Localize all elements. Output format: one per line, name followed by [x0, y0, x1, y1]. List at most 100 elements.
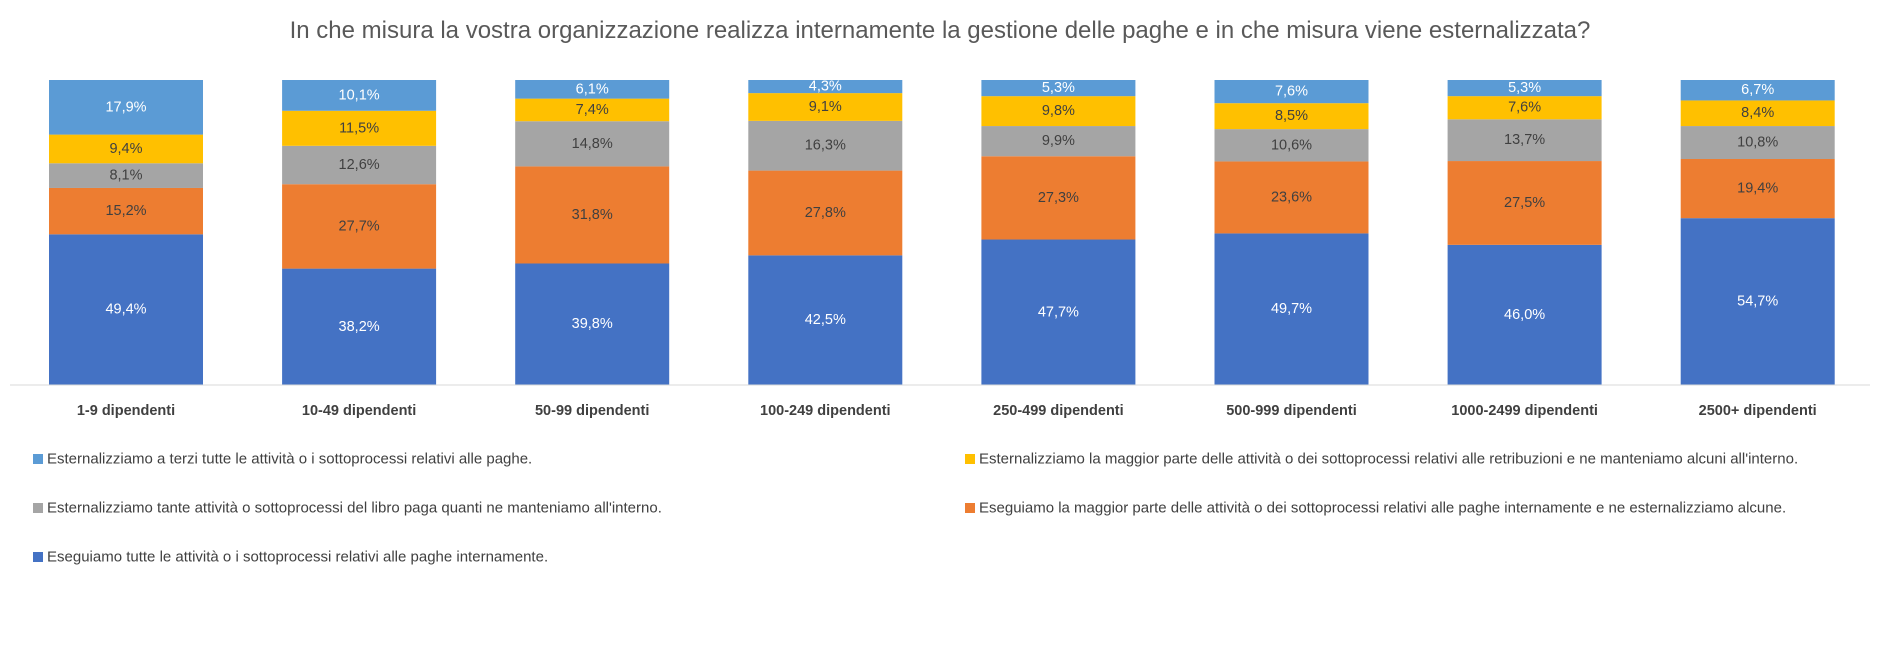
- bar-segment: [1447, 161, 1602, 245]
- bar-segment: [1214, 161, 1369, 234]
- legend-swatch: [965, 454, 975, 464]
- bar-segment: [1680, 100, 1835, 127]
- bar-segment: [981, 126, 1136, 157]
- data-label: 11,5%: [339, 120, 379, 136]
- legend-swatch: [33, 503, 43, 513]
- data-label: 27,5%: [1504, 195, 1545, 211]
- data-label: 15,2%: [105, 203, 146, 219]
- data-label: 39,8%: [572, 316, 613, 332]
- bar-segment: [515, 166, 670, 264]
- bar-segment: [49, 163, 203, 188]
- legend-item: Esternalizziamo la maggior parte delle a…: [965, 451, 1798, 468]
- data-label: 4,3%: [809, 79, 842, 95]
- bar-segment: [282, 80, 437, 111]
- data-label: 6,1%: [576, 81, 609, 97]
- bar-segment: [515, 263, 670, 385]
- legend-label: Eseguiamo tutte le attività o i sottopro…: [47, 549, 548, 566]
- data-label: 5,3%: [1042, 80, 1075, 96]
- bars-layer: 49,4% 15,2% 8,1% 9,4% 17,9% 38,2% 27,7% 12,6% 11…: [49, 79, 1835, 385]
- bar-segment: [1447, 96, 1602, 120]
- bar-segment: [49, 234, 203, 385]
- legend-label: Esternalizziamo la maggior parte delle a…: [979, 451, 1798, 468]
- bar-segment: [1680, 158, 1835, 219]
- category-label: 1000-2499 dipendenti: [1451, 403, 1598, 419]
- bar-segment: [1447, 244, 1602, 385]
- data-label: 54,7%: [1737, 294, 1778, 310]
- bar-segment: [282, 268, 437, 385]
- data-label: 31,8%: [572, 207, 613, 223]
- data-label: 14,8%: [572, 136, 613, 152]
- bar-segment: [49, 187, 203, 235]
- bar-segment: [1680, 126, 1835, 159]
- data-label: 17,9%: [105, 99, 146, 115]
- legend-swatch: [33, 454, 43, 464]
- data-label: 19,4%: [1737, 181, 1778, 197]
- data-label: 9,4%: [109, 141, 142, 157]
- bar-segment: [981, 239, 1136, 385]
- data-label: 27,7%: [339, 218, 380, 234]
- data-label: 8,4%: [1741, 105, 1774, 121]
- bar-segment: [748, 255, 903, 385]
- data-label: 9,8%: [1042, 103, 1075, 119]
- data-label: 16,3%: [805, 138, 846, 154]
- bar-segment: [1214, 103, 1369, 130]
- data-label: 49,7%: [1271, 301, 1312, 317]
- bar-segment: [1447, 80, 1602, 97]
- bar-segment: [49, 134, 203, 164]
- bar-segment: [282, 145, 437, 185]
- legend-swatch: [33, 552, 43, 562]
- data-label: 7,6%: [1275, 84, 1308, 100]
- legend-label: Eseguiamo la maggior parte delle attivit…: [979, 500, 1786, 517]
- category-labels: 1-9 dipendenti 10-49 dipendenti 50-99 dipe…: [77, 403, 1817, 419]
- bar-segment: [981, 80, 1136, 97]
- data-label: 8,5%: [1275, 108, 1308, 124]
- bar-segment: [1214, 80, 1369, 104]
- data-label: 6,7%: [1741, 82, 1774, 98]
- bar-segment: [1214, 129, 1369, 162]
- legend-item: Eseguiamo la maggior parte delle attivit…: [965, 500, 1786, 517]
- chart-title: In che misura la vostra organizzazione r…: [290, 17, 1591, 44]
- data-label: 8,1%: [109, 168, 142, 184]
- data-label: 42,5%: [805, 312, 846, 328]
- legend-item: Esternalizziamo tante attività o sottopr…: [33, 500, 662, 517]
- bar-segment: [1680, 80, 1835, 101]
- data-label: 5,3%: [1508, 80, 1541, 96]
- legend-label: Esternalizziamo tante attività o sottopr…: [47, 500, 662, 517]
- data-label: 27,3%: [1038, 190, 1079, 206]
- data-label: 12,6%: [339, 157, 380, 173]
- category-label: 2500+ dipendenti: [1699, 403, 1817, 419]
- category-label: 100-249 dipendenti: [760, 403, 891, 419]
- legend-item: Esternalizziamo a terzi tutte le attivit…: [33, 451, 532, 468]
- category-label: 1-9 dipendenti: [77, 403, 175, 419]
- bar-segment: [282, 110, 437, 146]
- data-label: 47,7%: [1038, 304, 1079, 320]
- legend: Esternalizziamo a terzi tutte le attivit…: [33, 451, 1798, 566]
- data-label: 10,6%: [1271, 137, 1312, 153]
- data-label: 9,9%: [1042, 133, 1075, 149]
- data-label: 46,0%: [1504, 307, 1545, 323]
- bar-segment: [748, 80, 903, 94]
- bar-segment: [981, 96, 1136, 127]
- bar-segment: [748, 120, 903, 171]
- data-label: 49,4%: [105, 302, 146, 318]
- data-label: 9,1%: [809, 99, 842, 115]
- bar-segment: [49, 80, 203, 135]
- legend-swatch: [965, 503, 975, 513]
- bar-segment: [981, 156, 1136, 240]
- data-label: 7,6%: [1508, 100, 1541, 116]
- bar-segment: [515, 121, 670, 167]
- data-label: 10,8%: [1737, 135, 1778, 151]
- bar-segment: [282, 184, 437, 269]
- legend-label: Esternalizziamo a terzi tutte le attivit…: [47, 451, 532, 468]
- category-label: 250-499 dipendenti: [993, 403, 1124, 419]
- data-label: 7,4%: [576, 102, 609, 118]
- category-label: 10-49 dipendenti: [302, 403, 416, 419]
- data-label: 38,2%: [339, 319, 380, 335]
- bar-segment: [1214, 233, 1369, 385]
- data-label: 10,1%: [339, 87, 380, 103]
- data-label: 23,6%: [1271, 189, 1312, 205]
- data-label: 27,8%: [805, 205, 846, 221]
- bar-segment: [1680, 218, 1835, 385]
